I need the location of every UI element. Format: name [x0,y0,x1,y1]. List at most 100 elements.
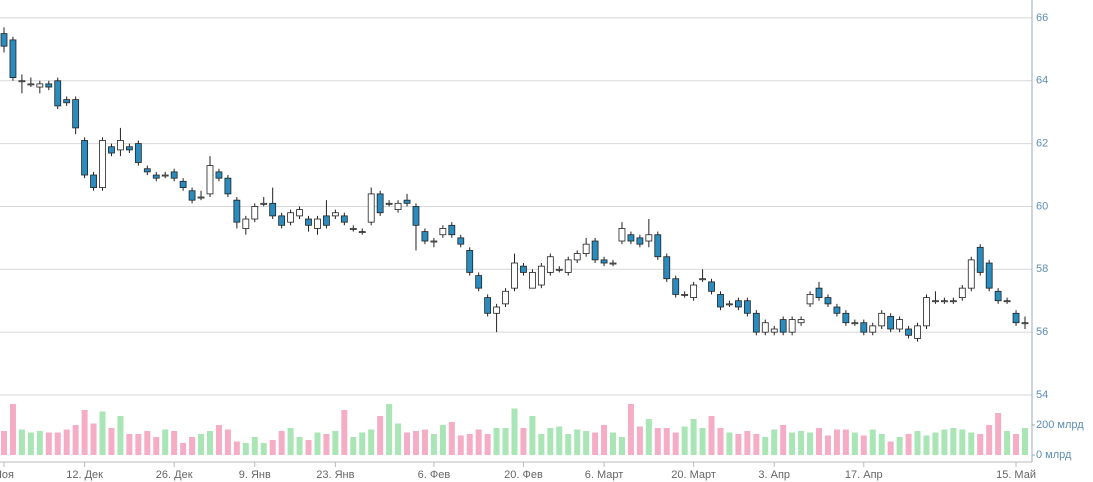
candle-body [546,256,554,273]
volume-bar [672,432,679,455]
candle-body [367,193,375,223]
candle-body [143,168,151,173]
candle-body [672,278,680,295]
candle-body [188,190,196,201]
volume-bar [81,410,88,455]
volume-bar [135,434,142,455]
volume-bar [162,429,169,455]
y-tick-label: 64 [1036,75,1048,87]
volume-bar [789,432,796,455]
candle-body [645,234,653,242]
volume-bar [959,429,966,455]
candle-body [600,259,608,264]
volume-bar [475,429,482,455]
volume-bar [144,431,151,455]
volume-bar [18,429,25,455]
x-tick-label: 3. Апр [758,469,790,481]
volume-bar [1013,434,1020,455]
candle-body [663,256,671,280]
candle-body [81,140,89,176]
candle-body [376,193,384,214]
candle-body [860,322,868,333]
candle-body [305,218,312,226]
candle-body [323,215,330,226]
volume-bar [117,416,124,455]
candle-body [851,322,859,325]
volume-bar [126,434,133,455]
candle-body [242,218,250,229]
volume-bar [610,432,617,455]
volume-bar [708,416,715,455]
x-tick-label: 20. Фев [504,469,543,481]
volume-bar [466,434,473,455]
candle-body [9,39,17,79]
volume-bar [529,416,536,455]
volume-bar [412,431,419,455]
volume-bar [341,410,348,455]
candle-body [967,259,975,289]
candle-body [932,300,939,303]
volume-bar [914,431,921,455]
candle-body [439,228,447,236]
volume-bar [439,425,446,455]
candle-body [331,212,339,217]
candle-body [627,234,635,242]
volume-bar [63,429,70,455]
candle-body [896,319,904,330]
candle-body [72,99,80,129]
volume-bar [592,432,599,455]
candle-body [421,231,429,242]
candle-body [108,146,115,154]
volume-bar [547,428,554,455]
volume-bar [350,437,357,455]
volume-bar [36,431,43,455]
volume-bar [332,431,339,455]
candle-body [99,140,106,189]
candle-body [923,297,930,327]
volume-bar [377,416,384,455]
volume-bar [1,431,7,455]
volume-bar [851,432,858,455]
volume-bar [314,432,321,455]
volume-bar [798,431,805,455]
candle-body [878,312,886,327]
volume-bar [995,413,1002,455]
volume-bar [448,422,455,455]
volume-bar [896,437,903,455]
volume-bar [72,425,79,455]
candle-body [349,228,357,230]
volume-bar [923,435,930,455]
candle-body [466,250,474,273]
volume-bar [395,423,402,455]
volume-bar [305,440,312,455]
candle-body [63,99,71,104]
candle-body [573,253,581,261]
volume-bar [681,426,688,455]
volume-bar [9,404,16,455]
volume-bar [108,428,115,455]
x-tick-label: 23. Янв [316,469,354,481]
candle-body [197,196,205,199]
candle-body [394,202,402,210]
candle-body [824,297,832,305]
volume-bar [860,435,867,455]
volume-bar [574,429,581,455]
volume-bar [502,428,509,455]
volume-bar [762,437,769,455]
x-tick-label: 6. Фев [418,469,451,481]
volume-bar [1004,431,1011,455]
volume-bar [511,408,518,455]
candle-body [287,212,294,223]
candle-body [493,306,500,314]
candle-body [985,262,993,289]
candle-body [717,294,724,308]
candle-body [690,284,698,298]
candle-body [681,294,689,296]
volume-bar [627,404,634,455]
candle-body [134,143,142,163]
volume-bar [99,411,106,455]
volume-bar [180,443,187,455]
candle-body [788,319,796,333]
candle-body [170,171,178,179]
candle-body [806,294,814,305]
